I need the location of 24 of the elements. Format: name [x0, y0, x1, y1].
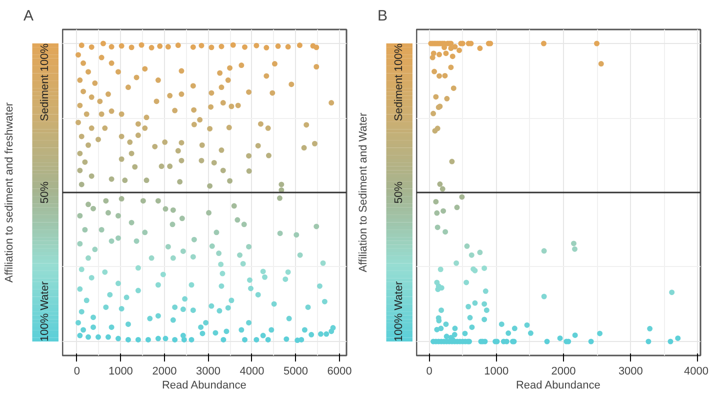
- ref-line-label: 50%: [393, 181, 406, 204]
- x-tick-label: 3000: [196, 366, 220, 378]
- text: 100% Water: [39, 281, 52, 342]
- text: Sediment 100%: [39, 43, 52, 122]
- x-axis-title: Read Abundance: [162, 380, 246, 392]
- x-tick-label: 3000: [618, 366, 643, 378]
- x-tick-label: 6000: [327, 366, 352, 378]
- x-axis-title: Read Abundance: [516, 380, 600, 392]
- text: Sediment 100%: [393, 43, 406, 122]
- x-tick-label: 0: [74, 366, 80, 378]
- x-tick-label: 4000: [684, 366, 709, 378]
- y-axis-title: Affiliation to sediment and freshwater: [4, 102, 16, 283]
- x-tick-label: 2000: [551, 366, 576, 378]
- x-tick-label: 0: [426, 366, 432, 378]
- x-tick-label: 1000: [484, 366, 509, 378]
- text: 100% Water: [393, 281, 406, 342]
- x-tick-label: 4000: [240, 366, 264, 378]
- x-tick-label: 2000: [152, 366, 177, 378]
- ref-line-label: 50%: [39, 181, 52, 204]
- chart-title: B: [378, 8, 388, 24]
- chart-title: A: [24, 8, 34, 24]
- y-axis-title: Affiliation to Sediment and Water: [358, 112, 370, 272]
- x-tick-label: 1000: [108, 366, 133, 378]
- x-tick-label: 5000: [284, 366, 308, 378]
